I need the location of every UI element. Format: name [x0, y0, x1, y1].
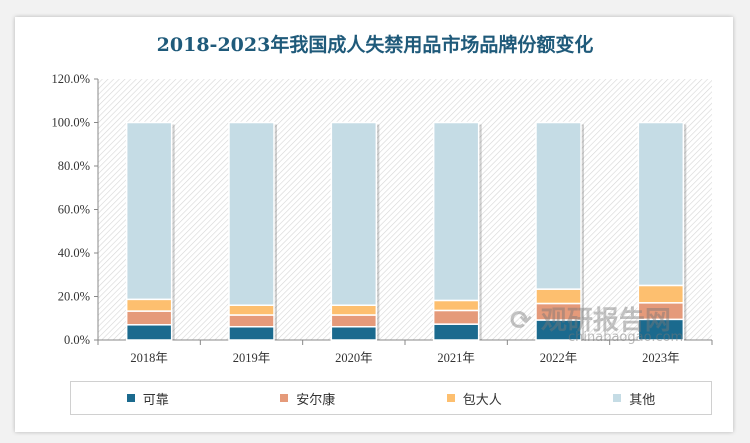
legend-label: 可靠: [142, 392, 169, 408]
legend-label: 包大人: [462, 392, 502, 408]
plot-background: [98, 79, 712, 340]
bar-segment-包大人: [432, 299, 480, 312]
legend-item: 其他: [613, 389, 655, 408]
bar-segment-其他: [637, 121, 685, 287]
bar-segment-其他: [228, 121, 275, 306]
x-tick-label: 2023年: [642, 351, 680, 365]
bar-segment-包大人: [228, 304, 275, 316]
legend-swatch: [280, 394, 289, 402]
legend-label: 其他: [629, 392, 656, 408]
bar-segment-安尔康: [125, 310, 173, 326]
bar-segment-可靠: [228, 325, 275, 341]
y-tick-label: 80.0%: [58, 159, 90, 173]
bar-segment-安尔康: [228, 314, 275, 328]
x-tick-label: 2019年: [233, 351, 271, 365]
y-tick-label: 100.0%: [51, 116, 90, 130]
bar-segment-可靠: [432, 323, 480, 341]
y-tick-label: 120.0%: [51, 72, 90, 86]
x-tick-label: 2021年: [437, 351, 475, 365]
legend-item: 安尔康: [280, 389, 335, 408]
y-tick-label: 0.0%: [64, 333, 90, 347]
bar-segment-可靠: [125, 324, 173, 341]
bar-segment-其他: [125, 121, 173, 301]
bar-segment-安尔康: [432, 309, 480, 325]
y-tick-label: 20.0%: [58, 290, 90, 304]
legend-swatch: [126, 394, 135, 402]
legend-swatch: [446, 394, 455, 402]
y-tick-label: 60.0%: [58, 203, 90, 217]
chart-title: 2018-2023年我国成人失禁用品市场品牌份额变化: [156, 34, 594, 56]
bar-segment-其他: [432, 121, 480, 302]
bar-segment-其他: [535, 121, 582, 290]
legend-label: 安尔康: [296, 392, 336, 408]
bar-segment-可靠: [330, 325, 378, 341]
bar-segment-包大人: [125, 298, 173, 312]
legend-item: 包大人: [446, 389, 502, 408]
watermark-url: chinabaogao.com: [568, 330, 684, 345]
legend-item: 可靠: [126, 389, 169, 408]
x-tick-label: 2018年: [130, 351, 168, 365]
bar-segment-包大人: [330, 304, 378, 316]
watermark-logo: ⟳ 观研报告网: [510, 306, 671, 336]
legend: 可靠 安尔康 包大人 其他: [70, 381, 712, 415]
legend-swatch: [613, 394, 622, 402]
bar-segment-其他: [330, 121, 378, 306]
x-tick-label: 2020年: [335, 351, 373, 365]
y-tick-label: 40.0%: [58, 246, 90, 260]
bar-segment-安尔康: [330, 314, 378, 328]
x-tick-label: 2022年: [540, 351, 578, 365]
